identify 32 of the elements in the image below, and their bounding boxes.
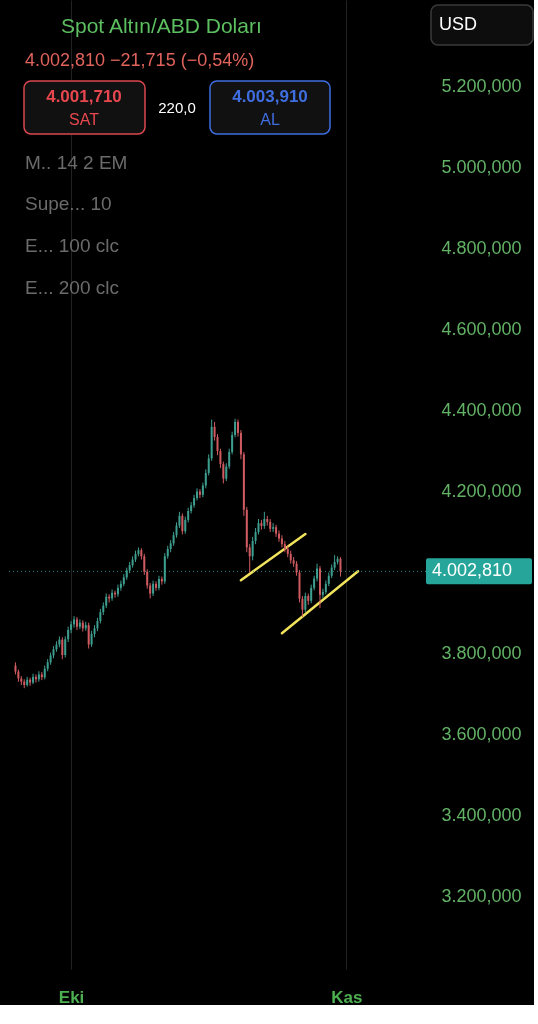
y-tick-label: 4.600,000 xyxy=(441,319,522,340)
y-tick-label: 4.400,000 xyxy=(441,400,522,421)
candlestick xyxy=(61,636,64,660)
text: USD xyxy=(439,14,478,34)
y-tick-label: 4.800,000 xyxy=(441,238,522,259)
candlestick xyxy=(29,677,32,687)
annotation: Supe... 10 xyxy=(25,193,112,214)
x-tick-label: Eki xyxy=(58,987,85,1007)
annotation: 4.001,710 xyxy=(46,87,122,106)
candlestick xyxy=(280,534,283,548)
candlestick xyxy=(155,580,158,592)
y-tick-label: 4.200,000 xyxy=(441,481,522,502)
y-tick-label: 5.200,000 xyxy=(441,76,522,97)
candlestick xyxy=(272,522,275,533)
annotation: 4.003,910 xyxy=(232,87,308,106)
annotation: AL xyxy=(260,111,280,128)
x-tick-label: Kas xyxy=(331,987,363,1007)
annotation: M.. 14 2 EM xyxy=(25,152,128,173)
annotation: E... 200 clc xyxy=(25,277,119,298)
y-tick-label: 3.400,000 xyxy=(441,804,522,825)
annotation: E... 100 clc xyxy=(25,235,119,256)
text: 4.002,810 −21,715 (−0,54%) xyxy=(25,50,255,70)
annotation: SAT xyxy=(69,111,100,128)
text: Spot Altın/ABD Doları xyxy=(61,14,262,37)
ref-line-label: 4.002,810 xyxy=(432,560,513,581)
candlestick xyxy=(37,670,40,683)
annotation: 220,0 xyxy=(158,99,196,116)
y-tick-label: 3.600,000 xyxy=(441,723,522,744)
y-tick-label: 5.000,000 xyxy=(441,157,522,178)
y-tick-label: 3.800,000 xyxy=(441,642,522,663)
candlestick xyxy=(277,529,280,543)
y-tick-label: 3.200,000 xyxy=(441,885,522,906)
